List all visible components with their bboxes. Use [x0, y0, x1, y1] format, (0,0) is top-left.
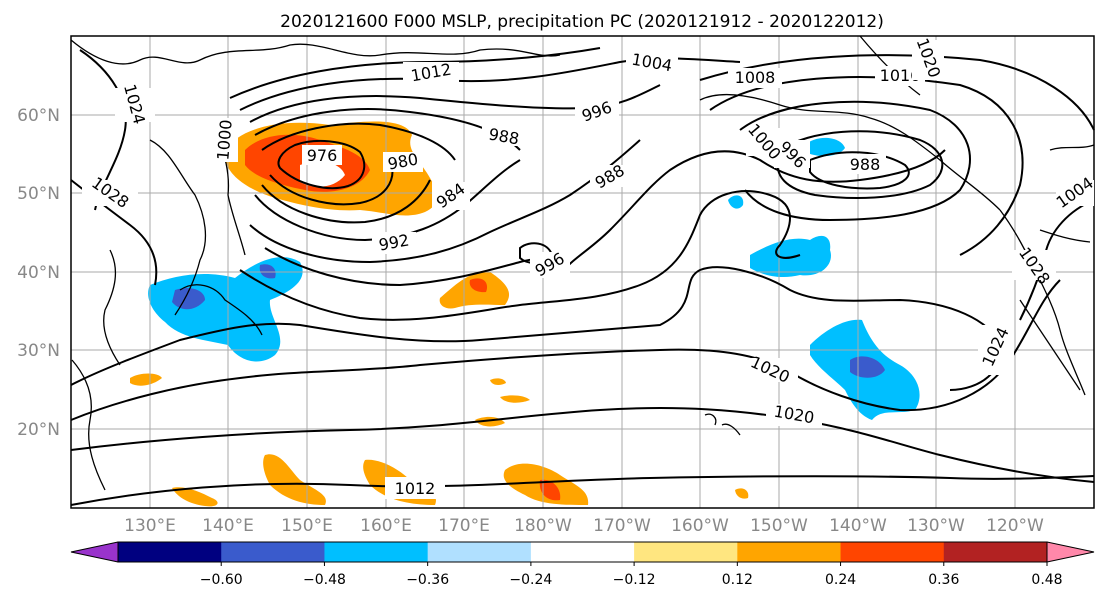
- colorbar-cell: [221, 542, 325, 562]
- lat-label-30n: 30°N: [17, 341, 60, 361]
- colorbar-cell: [634, 542, 738, 562]
- lon-label-140w: 140°W: [829, 516, 887, 536]
- lon-label-130e: 130°E: [124, 516, 176, 536]
- colorbar-tick-label: 0.36: [928, 572, 959, 588]
- colorbar-cell: [737, 542, 842, 562]
- lat-label-40n: 40°N: [17, 263, 60, 283]
- longitude-labels: 130°E 140°E 150°E 160°E 170°E 180°W 170°…: [124, 516, 1044, 536]
- lon-label-160w: 160°W: [671, 516, 729, 536]
- figure-title: 2020121600 F000 MSLP, precipitation PC (…: [280, 12, 884, 32]
- colorbar-tick-label: −0.48: [303, 572, 346, 588]
- lat-label-50n: 50°N: [17, 184, 60, 204]
- lon-label-180w: 180°W: [514, 516, 572, 536]
- lon-label-170e: 170°E: [438, 516, 490, 536]
- colorbar-tick-label: 0.12: [722, 572, 753, 588]
- colorbar-cell: [943, 542, 1048, 562]
- isobar-label-1000-west: 1000: [213, 119, 235, 161]
- colorbar-extend-right: [1047, 542, 1094, 562]
- colorbar-cell: [118, 542, 222, 562]
- colorbar-cell: [530, 542, 635, 562]
- colorbar-cell: [840, 542, 945, 562]
- colorbar-tick-label: −0.12: [613, 572, 656, 588]
- colorbar-cell: [427, 542, 532, 562]
- colorbar-tick-label: −0.60: [200, 572, 243, 588]
- isobar-label-976: 976: [307, 146, 338, 165]
- isobar-label-988-c: 988: [850, 155, 881, 174]
- lon-label-130w: 130°W: [907, 516, 965, 536]
- colorbar: −0.60 −0.48 −0.36 −0.24 −0.12 0.12 0.24 0.36 0.4…: [70, 541, 1095, 588]
- lon-label-150e: 150°E: [281, 516, 333, 536]
- lon-label-170w: 170°W: [593, 516, 651, 536]
- lon-label-160e: 160°E: [360, 516, 412, 536]
- colorbar-tick-label: −0.24: [509, 572, 552, 588]
- isobar-label-1008: 1008: [735, 68, 776, 87]
- latitude-labels: 60°N 50°N 40°N 30°N 20°N: [17, 106, 60, 440]
- colorbar-tick-label: −0.36: [406, 572, 449, 588]
- colorbar-cell: [324, 542, 429, 562]
- map-frame: [70, 35, 1095, 509]
- lat-label-60n: 60°N: [17, 106, 60, 126]
- lon-label-140e: 140°E: [202, 516, 254, 536]
- colorbar-extend-left: [71, 542, 118, 562]
- isobar-label-1012-south: 1012: [395, 479, 436, 498]
- colorbar-tick-label: 0.48: [1031, 572, 1062, 588]
- colorbar-tick-label: 0.24: [825, 572, 856, 588]
- isobar-label-1016: 1016: [880, 66, 921, 85]
- lon-label-120w: 120°W: [986, 516, 1044, 536]
- lat-label-20n: 20°N: [17, 420, 60, 440]
- lon-label-150w: 150°W: [750, 516, 808, 536]
